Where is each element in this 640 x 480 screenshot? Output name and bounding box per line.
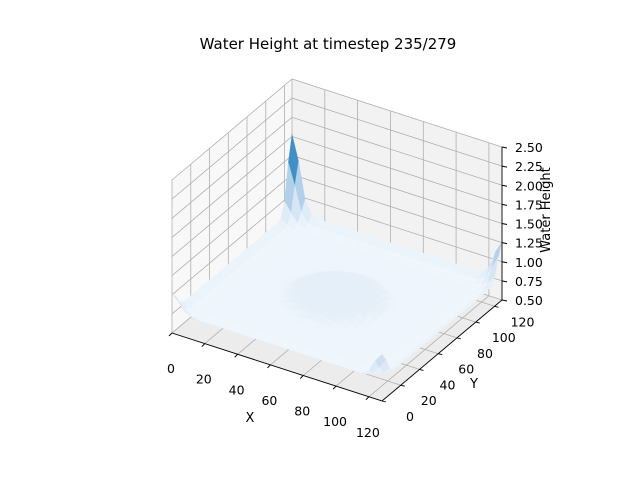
x-tick-label: 40: [229, 382, 245, 397]
x-axis-line: [171, 332, 383, 402]
y-tick-label: 40: [440, 377, 456, 392]
z-tick-mark: [501, 165, 508, 168]
x-tick-mark: [168, 332, 173, 337]
z-grid-line: [171, 97, 503, 200]
y-tick-label: 80: [477, 346, 493, 361]
y-axis-line: [381, 299, 503, 402]
surface-facet: [375, 354, 386, 368]
y-tick-mark: [419, 369, 424, 371]
z-tick-label: 1.50: [515, 217, 543, 232]
y-axis-label: Y: [469, 377, 478, 392]
y-tick-mark: [475, 321, 480, 324]
z-tick-mark: [501, 261, 508, 264]
y-tick-mark: [381, 400, 387, 403]
x-tick-mark: [332, 385, 337, 390]
z-tick-mark: [501, 223, 508, 225]
y-tick-mark: [494, 305, 499, 308]
z-tick-label: 2.25: [515, 159, 543, 174]
z-tick-mark: [501, 280, 508, 283]
z-tick-mark: [501, 242, 508, 245]
z-tick-mark: [501, 146, 508, 149]
y-tick-label: 100: [492, 330, 516, 345]
y-tick-mark: [438, 353, 443, 356]
z-tick-mark: [501, 203, 508, 206]
z-axis-label: Water Height: [539, 167, 554, 253]
x-tick-mark: [234, 353, 238, 358]
y-tick-label: 20: [421, 393, 437, 408]
z-grid-line: [171, 116, 503, 219]
x-tick-label: 80: [294, 404, 310, 419]
z-tick-mark: [501, 299, 508, 302]
z-tick-label: 1.25: [515, 236, 543, 251]
z-tick-labels: 0.50 0.75 1.00 1.25 1.50 1.75 2.00 2.25 2.50: [501, 140, 543, 308]
y-tick-mark: [456, 337, 462, 340]
x-tick-mark: [201, 343, 206, 347]
x-tick-label: 20: [196, 372, 212, 387]
y-tick-label: 60: [458, 362, 474, 377]
x-tick-label: 100: [323, 414, 347, 429]
x-tick-labels: 0 20 40 60 80 100 120: [167, 332, 380, 440]
x-tick-mark: [299, 375, 304, 379]
z-tick-label: 1.00: [515, 255, 543, 270]
y-tick-mark: [400, 384, 405, 387]
y-tick-label: 120: [511, 314, 535, 329]
z-grid-line: [171, 78, 503, 181]
x-tick-mark: [267, 364, 271, 369]
z-tick-label: 0.50: [515, 293, 543, 308]
x-tick-mark: [365, 396, 370, 401]
x-tick-label: 120: [356, 425, 380, 440]
x-tick-label: 60: [261, 393, 277, 408]
z-tick-label: 2.00: [515, 178, 543, 193]
water-surface: [171, 134, 503, 375]
z-tick-label: 2.50: [515, 140, 543, 155]
z-tick-mark: [501, 184, 508, 187]
z-tick-label: 1.75: [515, 197, 543, 212]
z-tick-label: 0.75: [515, 274, 543, 289]
x-axis-label: X: [246, 411, 255, 426]
chart-title: Water Height at timestep 235/279: [200, 35, 457, 53]
y-tick-label: 0: [406, 409, 414, 424]
x-tick-label: 0: [167, 361, 175, 376]
